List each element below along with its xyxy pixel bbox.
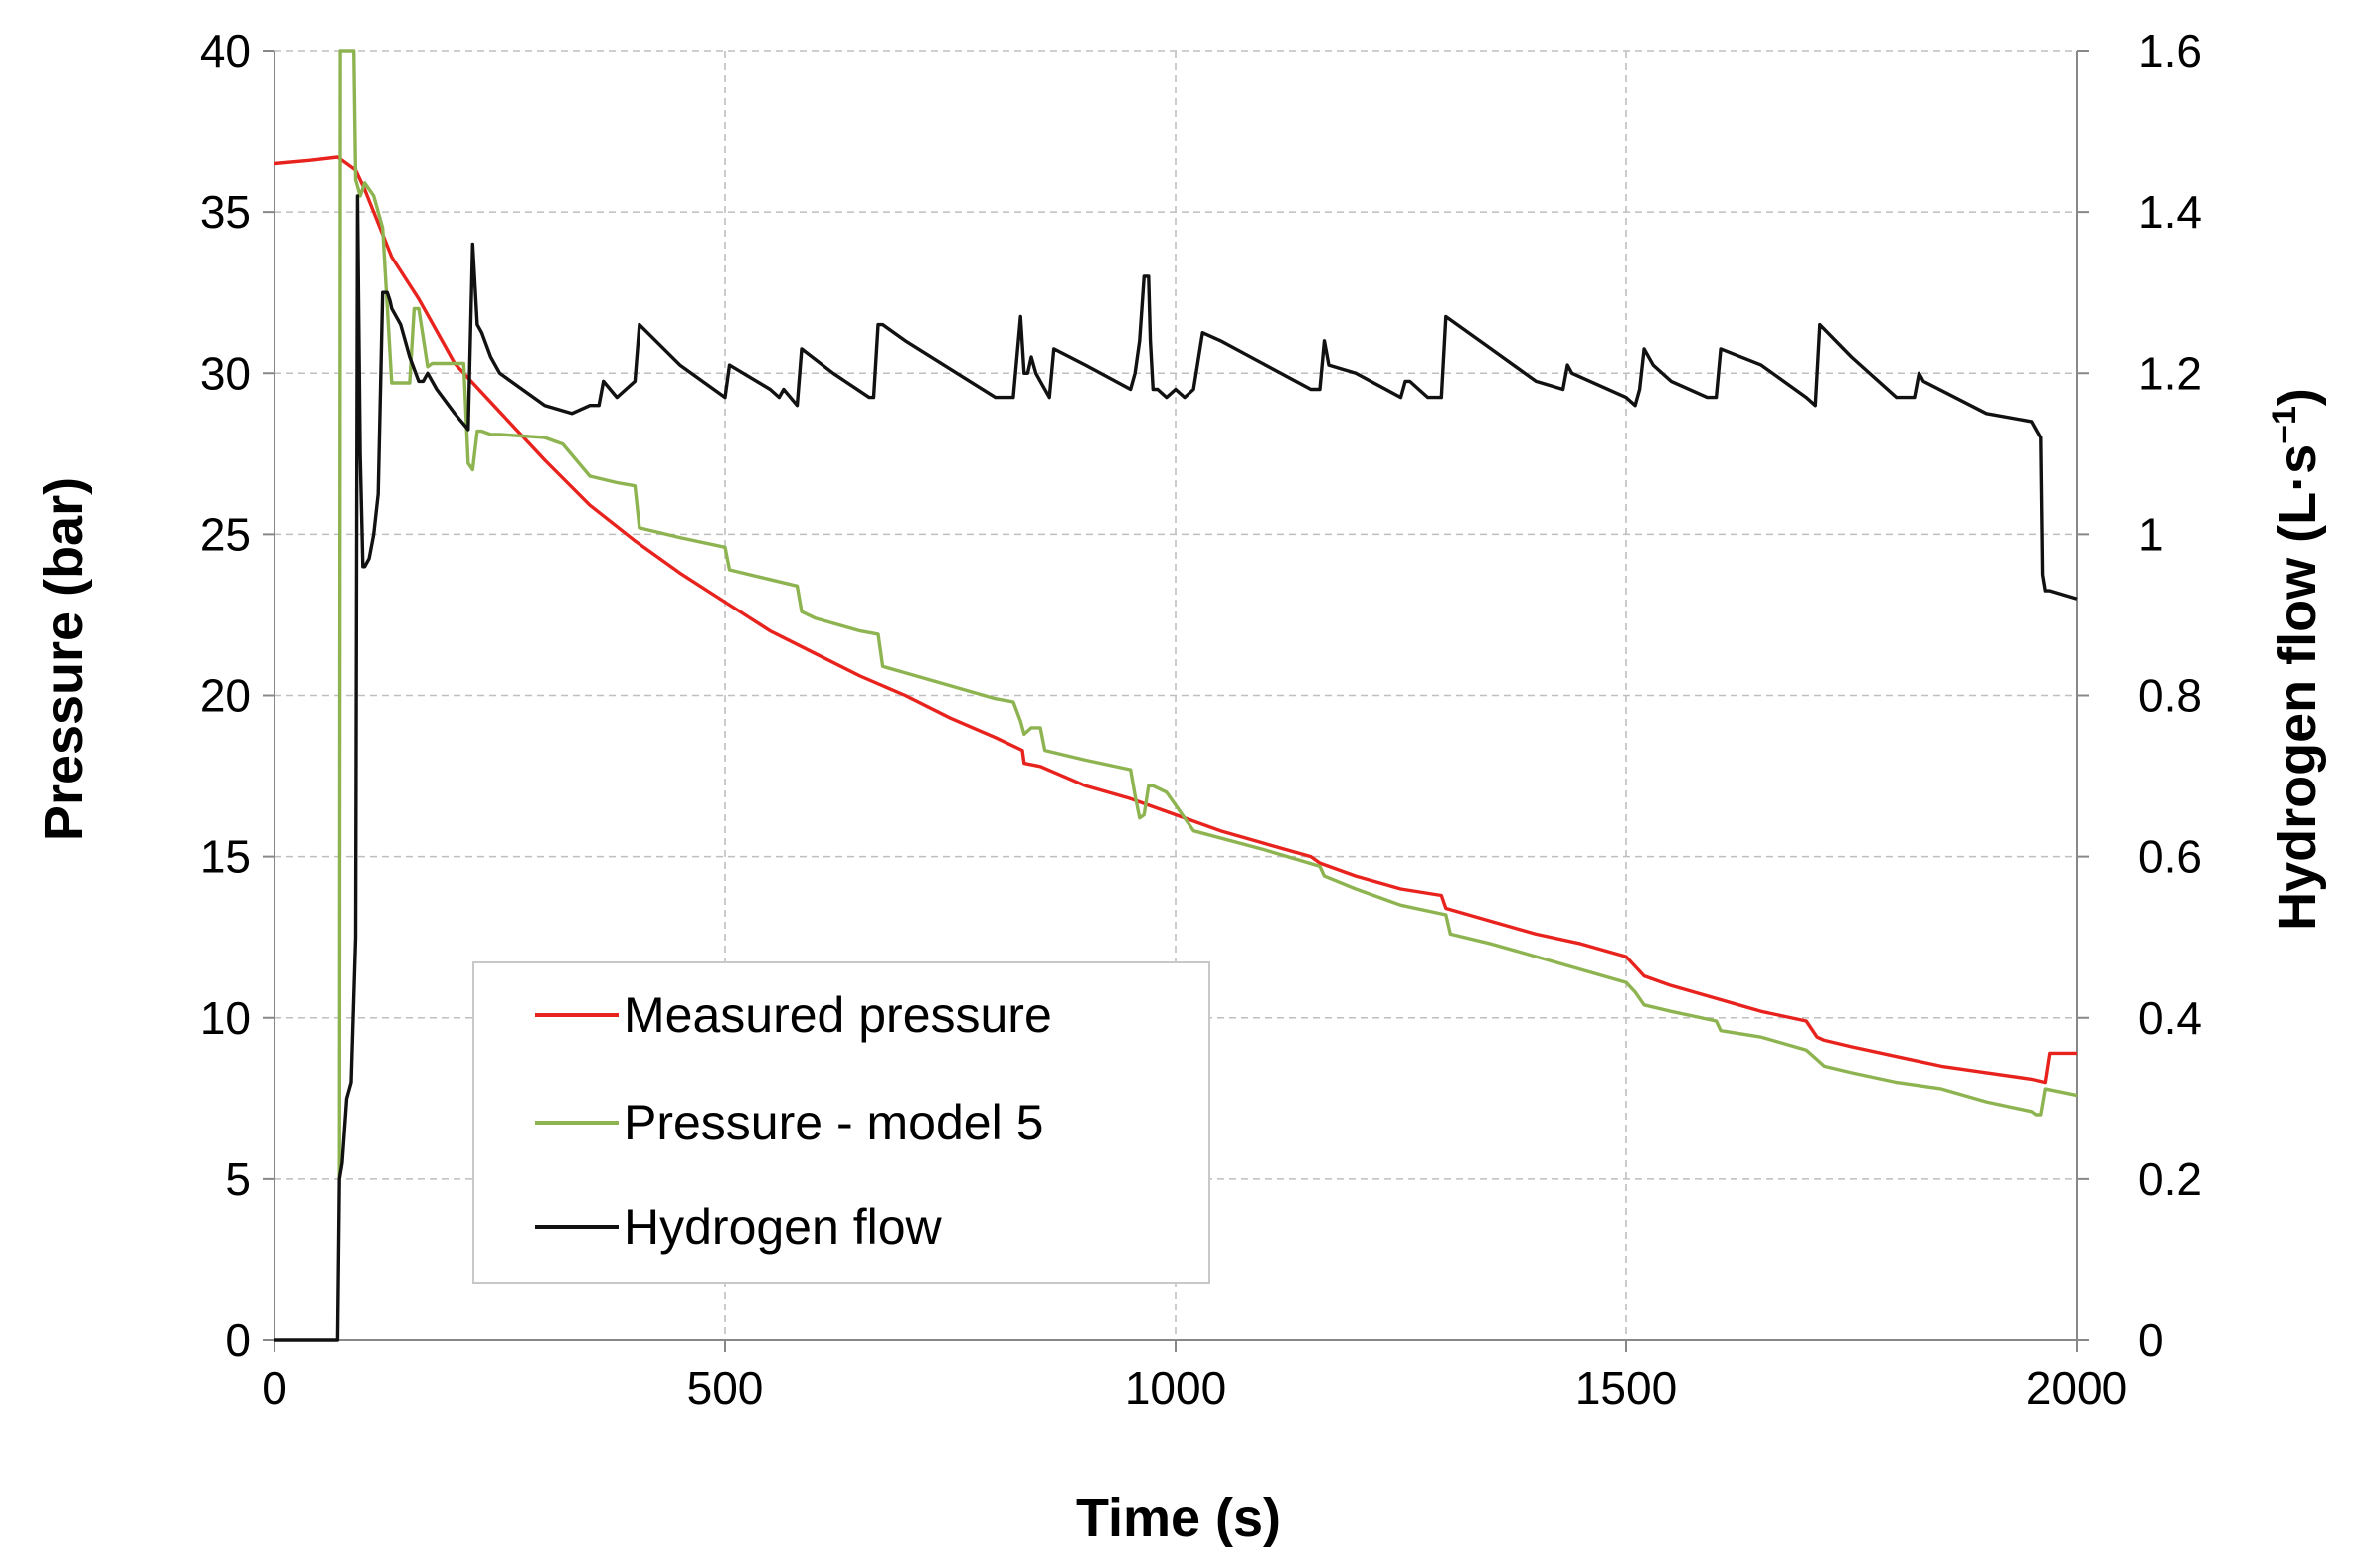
y-tick-label: 10 [200,992,251,1044]
y2-tick-label: 1 [2138,508,2164,560]
axes [263,50,2089,1352]
legend-label-hydrogen-flow: Hydrogen flow [624,1199,942,1255]
legend-label-pressure-model-5: Pressure - model 5 [624,1095,1043,1150]
y2-axis-title-close: ) [2268,388,2327,406]
hydrogen-flow-line [274,194,2078,1342]
y2-tick-label: 0.6 [2138,831,2202,883]
measured-pressure-line [274,155,2077,1085]
y-tick-label: 35 [200,186,251,238]
y2-tick-label: 0.2 [2138,1153,2202,1205]
x-tick-label: 2000 [2026,1362,2127,1414]
x-tick-label: 1000 [1125,1362,1226,1414]
y2-axis-title-main: Hydrogen flow (L·s [2268,444,2327,931]
y-tick-label: 25 [200,508,251,560]
series-group [274,49,2078,1342]
y-tick-label: 0 [225,1314,251,1366]
y2-tick-label: 1.6 [2138,25,2202,77]
x-tick-label: 0 [262,1362,287,1414]
y2-tick-label: 0.8 [2138,670,2202,722]
pressure-model-5-line [337,49,2078,1179]
y-tick-label: 40 [200,25,251,77]
y2-tick-label: 1.4 [2138,186,2202,238]
y-tick-label: 30 [200,347,251,399]
y2-tick-label: 0.4 [2138,992,2202,1044]
y2-axis-title-sup: −1 [2266,406,2303,444]
y-tick-label: 20 [200,670,251,722]
y2-tick-label: 1.2 [2138,347,2202,399]
x-axis-title: Time (s) [1076,1488,1281,1548]
y2-axis-title: Hydrogen flow (L·s−1) [2266,388,2327,931]
legend-label-measured-pressure: Measured pressure [624,987,1052,1043]
y-tick-label: 5 [225,1153,251,1205]
legend: Measured pressure Pressure - model 5 Hyd… [472,961,1210,1284]
y-axis-title: Pressure (bar) [34,477,93,841]
y-tick-label: 15 [200,831,251,883]
y2-tick-label: 0 [2138,1314,2164,1366]
x-tick-label: 1500 [1575,1362,1677,1414]
x-tick-label: 500 [687,1362,764,1414]
